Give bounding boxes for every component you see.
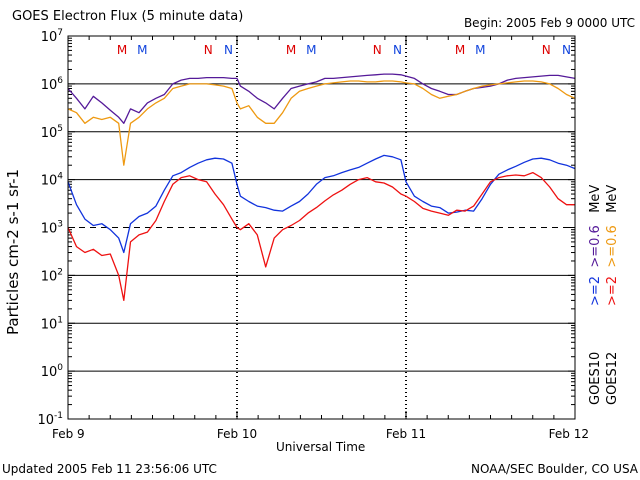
legend-ge06-purple: >=0.6 <box>588 225 603 268</box>
series-line <box>67 171 575 302</box>
plot-frame <box>67 35 576 420</box>
legend-ge2-red: >=2 <box>605 275 620 306</box>
legend-mev: MeV <box>588 184 603 213</box>
y-tick-label: 10-1 <box>37 411 63 428</box>
series-line <box>67 80 576 166</box>
mn-marker: N <box>393 43 402 57</box>
y-tick-label: 107 <box>41 28 63 45</box>
mn-marker: N <box>542 43 551 57</box>
mn-marker: M <box>475 43 485 57</box>
updated-timestamp: Updated 2005 Feb 11 23:56:06 UTC <box>2 462 217 476</box>
legend-mev-2: MeV <box>605 184 620 213</box>
mn-marker: M <box>137 43 147 57</box>
x-tick-labels: Feb 9 Feb 10 Feb 11 Feb 12 <box>52 427 589 441</box>
plot-grid <box>68 83 575 372</box>
mn-marker: N <box>224 43 233 57</box>
y-tick-label: 106 <box>41 76 64 93</box>
legend-ge2-blue: >=2 <box>588 275 603 306</box>
x-tick-label: Feb 11 <box>386 427 426 441</box>
legend-goes12: GOES12 <box>605 351 620 405</box>
series-layer <box>67 73 576 302</box>
mn-marker: M <box>306 43 316 57</box>
x-tick-label: Feb 12 <box>549 427 589 441</box>
chart-title: GOES Electron Flux (5 minute data) <box>12 9 244 24</box>
mn-marker: N <box>204 43 213 57</box>
mn-marker: M <box>117 43 127 57</box>
y-tick-label: 100 <box>41 363 64 380</box>
mn-marker: M <box>455 43 465 57</box>
y-tick-label: 102 <box>41 267 63 284</box>
series-line <box>67 73 576 124</box>
y-tick-label: 101 <box>41 315 63 332</box>
x-tick-label: Feb 10 <box>217 427 257 441</box>
legend-series: >=2 >=0.6 MeV <box>588 184 603 306</box>
y-tick-label: 103 <box>41 220 63 237</box>
x-axis-label: Universal Time <box>276 440 366 454</box>
mn-marker: M <box>286 43 296 57</box>
axis-ticks <box>67 36 576 420</box>
y-tick-labels: 10-1 100 101 102 103 104 105 106 107 <box>37 28 63 428</box>
series-line <box>67 154 576 254</box>
legend-ge06-orange: >=0.6 <box>605 225 620 268</box>
mn-marker: N <box>373 43 382 57</box>
begin-date: Begin: 2005 Feb 9 0000 UTC <box>463 16 635 30</box>
y-axis-label-text: Particles cm-2 s-1 sr-1 <box>4 168 22 335</box>
x-tick-label: Feb 9 <box>52 427 85 441</box>
credit: NOAA/SEC Boulder, CO USA <box>471 462 638 476</box>
y-tick-label: 104 <box>41 172 64 189</box>
legend-goes10: GOES10 <box>588 351 603 405</box>
mn-marker: N <box>562 43 571 57</box>
legend-series-2: >=2 >=0.6 MeV <box>605 184 620 306</box>
y-tick-label: 105 <box>41 124 63 141</box>
y-axis-label: Particles cm-2 s-1 sr-1 <box>4 168 22 335</box>
